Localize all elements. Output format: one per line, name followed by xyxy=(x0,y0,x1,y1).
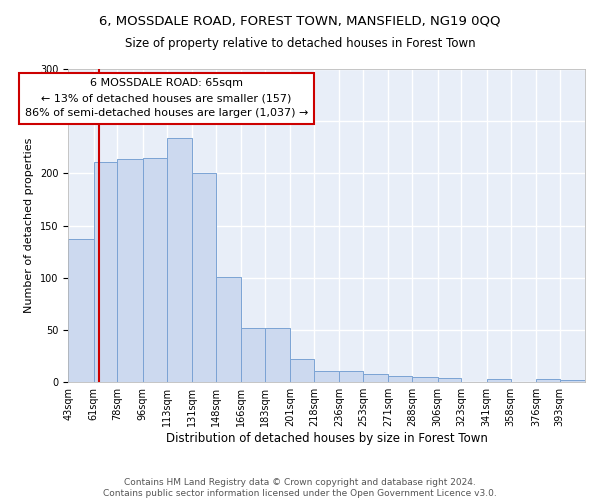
Bar xyxy=(487,379,511,382)
Bar xyxy=(339,370,363,382)
Bar xyxy=(437,378,461,382)
Bar xyxy=(265,328,290,382)
Y-axis label: Number of detached properties: Number of detached properties xyxy=(25,138,34,314)
Bar xyxy=(412,377,437,382)
Bar xyxy=(118,159,143,382)
Text: 6 MOSSDALE ROAD: 65sqm
← 13% of detached houses are smaller (157)
86% of semi-de: 6 MOSSDALE ROAD: 65sqm ← 13% of detached… xyxy=(25,78,308,118)
Bar xyxy=(143,158,167,382)
Text: Size of property relative to detached houses in Forest Town: Size of property relative to detached ho… xyxy=(125,38,475,51)
Bar xyxy=(560,380,585,382)
Bar xyxy=(167,138,192,382)
Bar xyxy=(314,370,339,382)
Bar xyxy=(215,277,241,382)
Text: Contains HM Land Registry data © Crown copyright and database right 2024.
Contai: Contains HM Land Registry data © Crown c… xyxy=(103,478,497,498)
Bar xyxy=(94,162,118,382)
Bar xyxy=(536,379,560,382)
Bar xyxy=(363,374,388,382)
X-axis label: Distribution of detached houses by size in Forest Town: Distribution of detached houses by size … xyxy=(166,432,488,445)
Bar xyxy=(241,328,265,382)
Text: 6, MOSSDALE ROAD, FOREST TOWN, MANSFIELD, NG19 0QQ: 6, MOSSDALE ROAD, FOREST TOWN, MANSFIELD… xyxy=(99,15,501,28)
Bar xyxy=(68,239,94,382)
Bar xyxy=(290,359,314,382)
Bar xyxy=(388,376,412,382)
Bar xyxy=(192,174,215,382)
